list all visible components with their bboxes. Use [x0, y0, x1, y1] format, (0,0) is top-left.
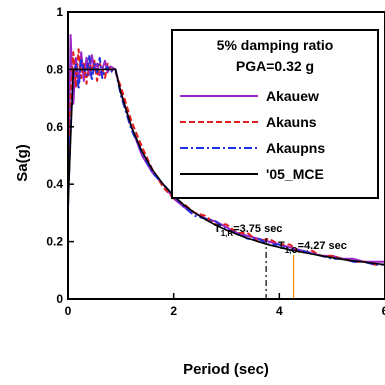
- period-marker-value: =4.27 sec: [298, 240, 347, 252]
- legend-box: [171, 29, 379, 199]
- x-tick-label: 2: [170, 304, 177, 318]
- legend-items: Akauew Akauns Akaupns '05_MCE: [180, 88, 325, 182]
- legend-label: Akaupns: [266, 140, 325, 156]
- plot-frame: [67, 11, 385, 300]
- ticks-layer: 0 2 4 6 0 0.2 0.4 0.6 0.8 1: [46, 5, 385, 318]
- legend: 5% damping ratio PGA=0.32 g Akauew Akauns…: [171, 29, 379, 199]
- series-line-2: [68, 54, 385, 266]
- period-marker-sub: 1,O: [285, 246, 298, 255]
- x-tick-label: 0: [65, 304, 72, 318]
- legend-label: '05_MCE: [266, 166, 324, 182]
- y-tick-label: 0: [56, 292, 63, 306]
- y-tick-label: 0.8: [46, 62, 63, 76]
- period-marker-label: T1,R=3.75 sec: [214, 223, 282, 238]
- y-tick-label: 0.4: [46, 177, 63, 191]
- period-marker-sub: 1,R: [221, 229, 234, 238]
- legend-label: Akauns: [266, 114, 317, 130]
- legend-title-line1: 5% damping ratio: [217, 37, 334, 53]
- legend-title-line2: PGA=0.32 g: [236, 58, 314, 74]
- period-marker-main: T: [214, 223, 221, 235]
- series-layer: [68, 34, 385, 266]
- series-line-3: [68, 68, 385, 266]
- y-axis-title: Sa(g): [14, 144, 31, 182]
- y-tick-label: 1: [56, 5, 63, 19]
- annotation-lines: [265, 238, 295, 299]
- legend-label: Akauew: [266, 88, 319, 104]
- x-axis-title: Period (sec): [183, 361, 269, 378]
- y-tick-label: 0.2: [46, 235, 63, 249]
- period-marker-label: T1,O=4.27 sec: [278, 240, 347, 255]
- x-tick-label: 4: [276, 304, 283, 318]
- period-marker-value: =3.75 sec: [233, 223, 282, 235]
- period-marker-main: T: [278, 240, 285, 252]
- x-tick-label: 6: [382, 304, 385, 318]
- y-tick-label: 0.6: [46, 120, 63, 134]
